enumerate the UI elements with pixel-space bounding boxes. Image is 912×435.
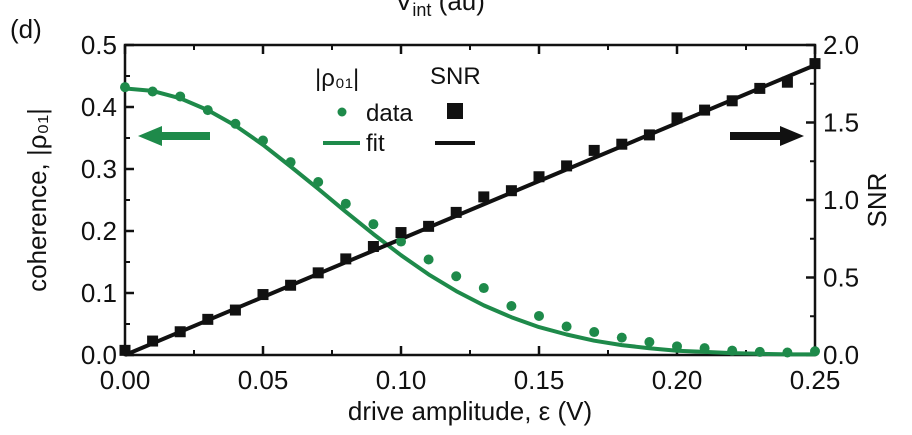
coherence-data-point: [810, 346, 820, 357]
x-tick-label: 0.05: [238, 365, 289, 395]
snr-data-point: [174, 326, 186, 338]
snr-data-point: [699, 104, 711, 116]
snr-data-point: [671, 112, 683, 124]
left-axis-arrow-icon: [138, 126, 210, 146]
snr-data-point: [312, 267, 324, 279]
coherence-data-point: [313, 177, 324, 188]
series-line-3: [124, 63, 816, 357]
snr-data-point: [588, 144, 600, 156]
snr-data-point: [809, 58, 821, 70]
coherence-data-point: [230, 118, 241, 129]
snr-data-point: [147, 335, 159, 347]
coherence-data-point: [782, 347, 793, 358]
coherence-data-point: [754, 346, 765, 357]
snr-data-point: [781, 76, 793, 88]
y-left-tick-label: 0.5: [81, 30, 117, 60]
coherence-data-point: [258, 135, 268, 146]
legend-header-coherence: |ρ₀₁|: [315, 65, 359, 92]
snr-data-point: [726, 95, 738, 107]
panel-label: (d): [10, 14, 42, 44]
snr-data-point: [533, 171, 545, 183]
y-left-tick-label: 0.0: [81, 340, 117, 370]
legend-data-label: data: [366, 100, 413, 127]
x-tick-label: 0.15: [514, 365, 565, 395]
series-line-1: [124, 86, 815, 357]
snr-data-point: [450, 206, 462, 218]
coherence-data-point: [727, 345, 738, 356]
legend: |ρ₀₁| SNR data fit: [315, 63, 481, 157]
coherence-data-point: [285, 157, 296, 168]
coherence-data-point: [451, 271, 462, 282]
snr-data-point: [395, 227, 407, 239]
y-right-tick-label: 0.5: [823, 263, 859, 293]
legend-header-snr: SNR: [430, 63, 481, 90]
coherence-data-point: [147, 86, 158, 97]
legend-coherence-data-marker: [337, 107, 347, 117]
snr-data-point: [202, 313, 214, 325]
y-left-tick-label: 0.2: [81, 216, 117, 246]
coherence-data-point: [340, 198, 351, 209]
snr-data-point: [257, 289, 269, 301]
y-left-tick-label: 0.1: [81, 278, 117, 308]
snr-data-point: [340, 253, 352, 265]
y-left-tick-label: 0.3: [81, 154, 117, 184]
snr-data-point: [423, 220, 435, 232]
y-right-tick-label: 1.0: [823, 185, 859, 215]
axis-ticks: 0.00 0.05 0.10 0.15 0.20 0.250.00.10.20.30.40…: [81, 30, 859, 395]
snr-data-point: [505, 185, 517, 197]
coherence-data-point: [368, 219, 379, 230]
coherence-data-point: [396, 236, 406, 247]
coherence-data-point: [699, 343, 710, 354]
y-right-tick-label: 0.0: [823, 340, 859, 370]
coherence-data-point: [589, 327, 600, 338]
plot-series: [119, 58, 821, 358]
y-left-tick-label: 0.4: [81, 92, 117, 122]
coherence-data-point: [506, 301, 517, 312]
coherence-data-point: [561, 321, 572, 332]
y-axis-left-label: coherence, |ρ₀₁|: [22, 108, 52, 292]
coherence-data-point: [175, 91, 186, 102]
coherence-data-point: [120, 82, 130, 93]
x-axis-label: drive amplitude, ε (V): [348, 396, 592, 426]
snr-data-point: [367, 241, 379, 252]
x-tick-label: 0.10: [376, 365, 427, 395]
top-axis-label-clipped: Vint (au): [395, 0, 485, 20]
y-axis-right-label: SNR: [862, 173, 892, 228]
x-tick-label: 0.00: [100, 365, 151, 395]
snr-data-point: [119, 344, 131, 356]
snr-data-point: [754, 82, 766, 94]
x-tick-label: 0.25: [790, 365, 841, 395]
coherence-data-point: [478, 283, 489, 294]
coherence-data-point: [672, 341, 682, 352]
coherence-data-point: [202, 105, 213, 116]
snr-data-point: [229, 304, 241, 316]
coherence-data-point: [423, 254, 434, 265]
snr-data-point: [285, 279, 297, 291]
legend-fit-label: fit: [366, 130, 385, 157]
legend-snr-data-marker: [447, 103, 463, 119]
coherence-data-point: [534, 310, 544, 321]
snr-data-point: [643, 129, 655, 141]
snr-data-point: [478, 191, 490, 203]
coherence-data-point: [644, 336, 655, 347]
snr-data-point: [616, 138, 628, 150]
plot-frame: [123, 43, 817, 357]
y-right-tick-label: 2.0: [823, 30, 859, 60]
y-right-tick-label: 1.5: [823, 108, 859, 138]
right-axis-arrow-icon: [730, 126, 804, 146]
coherence-data-point: [616, 332, 627, 343]
snr-data-point: [561, 160, 573, 172]
x-tick-label: 0.20: [652, 365, 703, 395]
